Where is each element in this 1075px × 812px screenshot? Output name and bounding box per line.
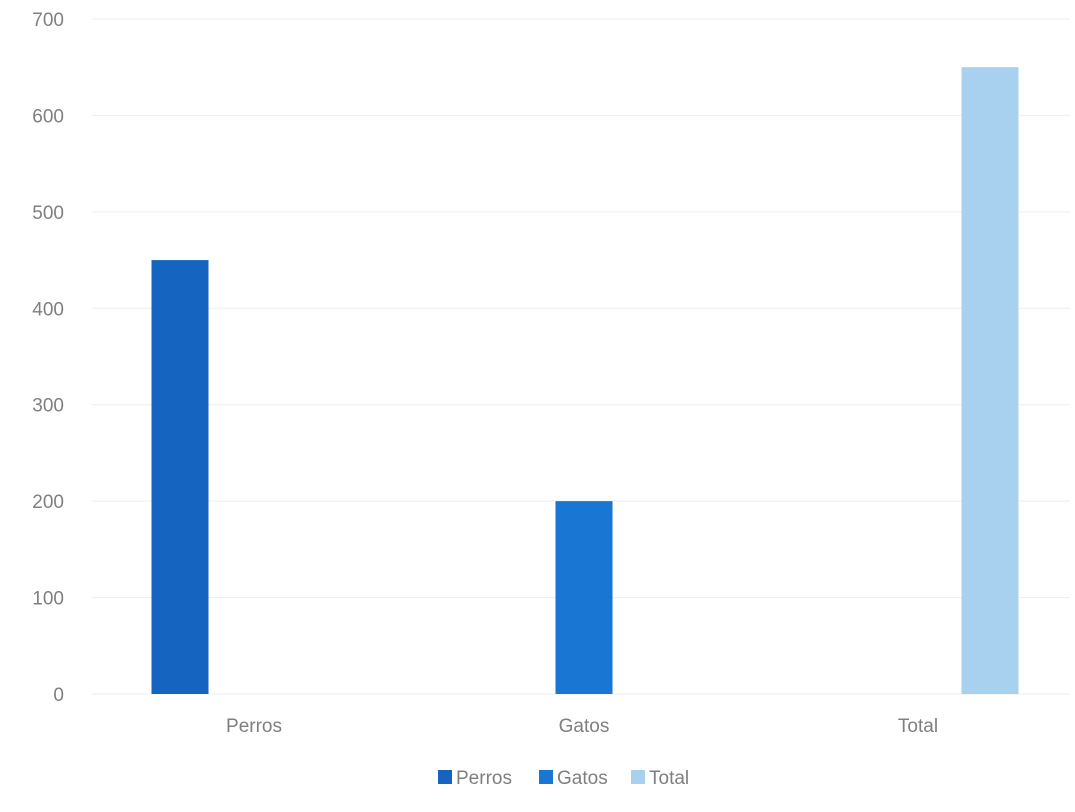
y-tick-label: 400 xyxy=(32,299,64,320)
bar-gatos xyxy=(555,501,613,694)
x-category-label-total: Total xyxy=(898,716,938,737)
x-category-label-gatos: Gatos xyxy=(559,716,610,737)
legend-swatch-total xyxy=(631,770,645,784)
bar-total xyxy=(961,67,1019,694)
legend-label-gatos: Gatos xyxy=(557,768,608,789)
legend-swatch-gatos xyxy=(539,770,553,784)
legend-label-perros: Perros xyxy=(456,768,512,789)
y-tick-label: 100 xyxy=(32,589,64,610)
legend: Perros Gatos Total xyxy=(438,768,689,789)
bar-perros xyxy=(151,260,209,694)
y-tick-label: 500 xyxy=(32,203,64,224)
x-category-label-perros: Perros xyxy=(226,716,282,737)
y-tick-label: 300 xyxy=(32,396,64,417)
x-axis-category-labels: Perros Gatos Total xyxy=(226,716,938,737)
y-tick-label: 200 xyxy=(32,492,64,513)
y-tick-label: 600 xyxy=(32,106,64,127)
legend-swatch-perros xyxy=(438,770,452,784)
bars xyxy=(151,67,1019,694)
y-tick-label: 0 xyxy=(53,685,64,706)
y-axis-tick-labels: 0 100 200 300 400 500 600 700 xyxy=(32,10,64,706)
legend-label-total: Total xyxy=(649,768,689,789)
y-tick-label: 700 xyxy=(32,10,64,31)
